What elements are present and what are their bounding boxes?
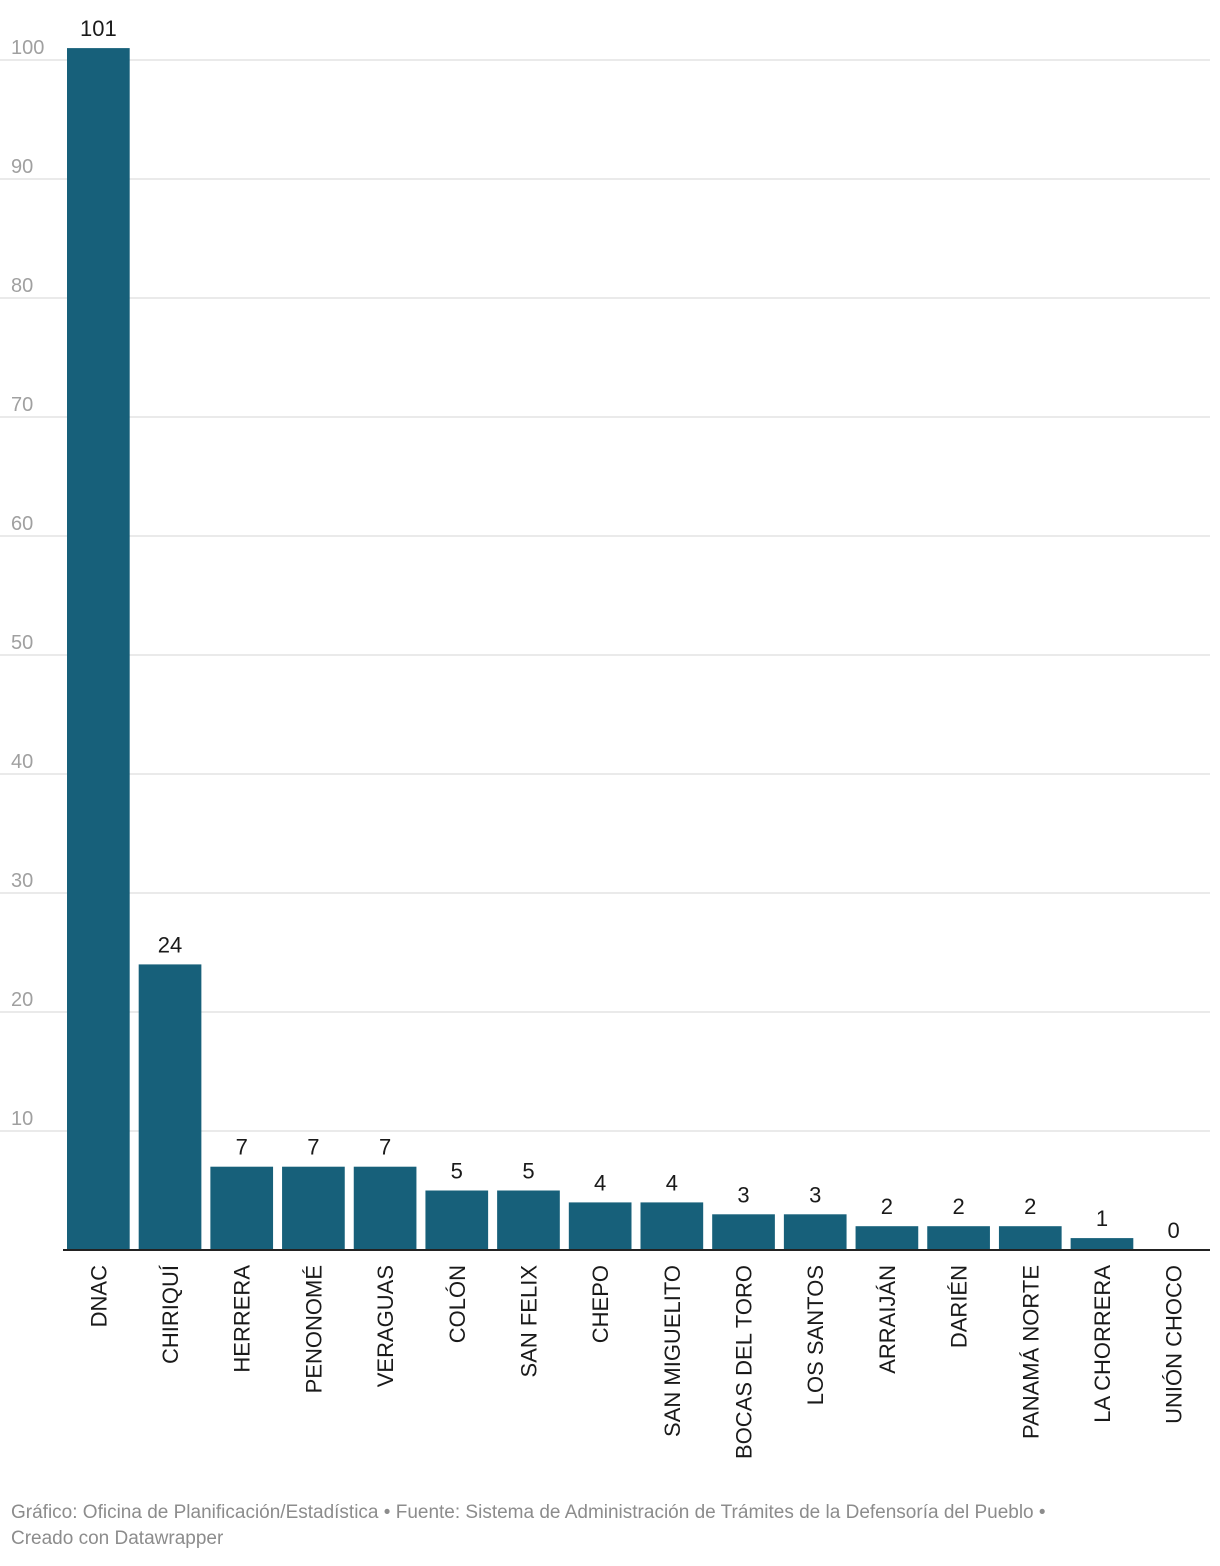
value-label-chepo: 4 (594, 1170, 606, 1195)
bar-bocas-del-toro (712, 1214, 775, 1250)
footer-datawrapper-line: Creado con Datawrapper (11, 1528, 224, 1549)
bar-penonomé (282, 1166, 345, 1250)
x-tick-label-darién: DARIÉN (947, 1265, 972, 1348)
value-label-herrera: 7 (236, 1135, 248, 1160)
x-tick-label-veraguas: VERAGUAS (373, 1265, 398, 1387)
value-label-san-felix: 5 (522, 1159, 534, 1184)
y-tick-label-50: 50 (11, 632, 33, 654)
value-label-bocas-del-toro: 3 (737, 1182, 749, 1207)
y-tick-label-70: 70 (11, 394, 33, 416)
value-label-colón: 5 (451, 1159, 463, 1184)
y-tick-label-80: 80 (11, 275, 33, 297)
x-tick-label-panamá-norte: PANAMÁ NORTE (1018, 1265, 1043, 1439)
chart-footer: Gráfico: Oficina de Planificación/Estadí… (11, 1500, 1211, 1552)
x-tick-label-penonomé: PENONOMÉ (301, 1265, 326, 1393)
bar-colón (425, 1190, 489, 1250)
x-tick-label-bocas-del-toro: BOCAS DEL TORO (732, 1265, 757, 1459)
footer-credit-line: Gráfico: Oficina de Planificación/Estadí… (11, 1502, 1046, 1523)
x-tick-label-san-felix: SAN FELIX (516, 1265, 541, 1378)
x-tick-label-la-chorrera: LA CHORRERA (1090, 1265, 1115, 1423)
x-tick-label-dnac: DNAC (86, 1265, 111, 1327)
value-label-dnac: 101 (80, 16, 117, 41)
chart-container: 10 20 30 40 50 60 70 80 90 100 101 24 7 7 7 5 5 4 4 3 3 2 2 2 1… (0, 16, 1210, 1459)
bars (67, 48, 1134, 1251)
bar-herrera (210, 1166, 274, 1250)
x-tick-label-colón: COLÓN (445, 1265, 470, 1343)
x-tick-label-herrera: HERRERA (230, 1265, 255, 1373)
y-tick-label-100: 100 (11, 37, 44, 59)
y-tick-label-90: 90 (11, 156, 33, 178)
value-label-panamá-norte: 2 (1024, 1194, 1036, 1219)
x-tick-label-unión-choco: UNIÓN CHOCO (1162, 1265, 1187, 1424)
y-tick-label-10: 10 (11, 1108, 33, 1130)
y-tick-label-20: 20 (11, 989, 33, 1011)
value-label-los-santos: 3 (809, 1182, 821, 1207)
bar-la-chorrera (1070, 1238, 1134, 1250)
value-label-veraguas: 7 (379, 1135, 391, 1160)
bar-los-santos (783, 1214, 847, 1250)
bar-panamá-norte (998, 1226, 1062, 1250)
bar-san-felix (497, 1190, 560, 1250)
value-label-chiriquí: 24 (158, 932, 182, 957)
bar-darién (927, 1226, 990, 1250)
value-label-penonomé: 7 (307, 1135, 319, 1160)
value-label-san-miguelito: 4 (666, 1170, 678, 1195)
y-tick-label-60: 60 (11, 513, 33, 535)
value-labels: 101 24 7 7 7 5 5 4 4 3 3 2 2 2 1 0 (80, 16, 1180, 1243)
bar-chiriquí (138, 964, 202, 1250)
bar-san-miguelito (640, 1202, 704, 1250)
y-axis-ticks: 10 20 30 40 50 60 70 80 90 100 (11, 37, 44, 1130)
y-tick-label-30: 30 (11, 870, 33, 892)
x-tick-label-arraiján: ARRAIJÁN (875, 1265, 900, 1374)
value-label-darién: 2 (952, 1194, 964, 1219)
bar-chepo (568, 1202, 632, 1250)
value-label-arraiján: 2 (881, 1194, 893, 1219)
x-tick-label-san-miguelito: SAN MIGUELITO (660, 1265, 685, 1437)
value-label-unión-choco: 0 (1168, 1218, 1180, 1243)
x-axis-ticks: DNAC CHIRIQUÍ HERRERA PENONOMÉ VERAGUAS COLÓN… (86, 1264, 1186, 1459)
x-tick-label-chiriquí: CHIRIQUÍ (158, 1264, 183, 1364)
value-label-la-chorrera: 1 (1096, 1206, 1108, 1231)
y-tick-label-40: 40 (11, 751, 33, 773)
bar-dnac (67, 48, 130, 1251)
x-tick-label-los-santos: LOS SANTOS (803, 1265, 828, 1405)
x-tick-label-chepo: CHEPO (588, 1265, 613, 1343)
gridlines (0, 59, 1210, 1132)
bar-arraiján (855, 1226, 919, 1250)
bar-veraguas (353, 1166, 417, 1250)
